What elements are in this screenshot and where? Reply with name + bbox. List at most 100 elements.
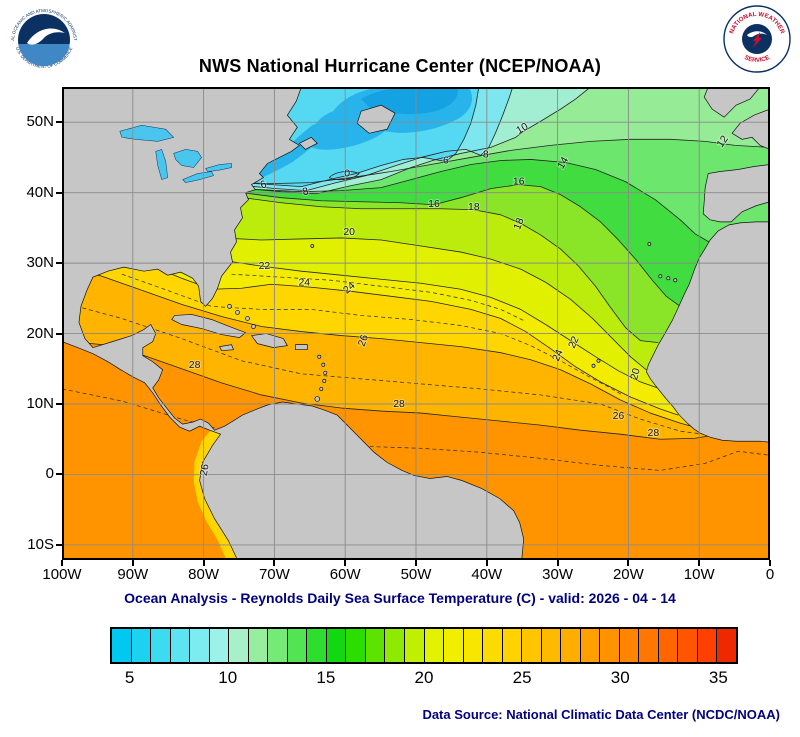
lon-tick-label: 10W [683, 566, 715, 583]
lon-tick-mark [273, 560, 276, 566]
map-frame [62, 87, 770, 560]
contour-label: 28 [393, 398, 405, 410]
lon-tick-mark [61, 560, 63, 566]
colorbar-tick-label: 20 [414, 668, 434, 687]
colorbar-cell [462, 629, 483, 662]
island-antilles [317, 354, 322, 359]
colorbar-cell [716, 629, 736, 662]
landmasses [62, 87, 770, 560]
island-bahamas [235, 310, 240, 315]
sst-map: 0 6 8 6 8 10 12 14 16 16 18 18 20 22 24 24 26 22 24 20 28 28 2… [62, 87, 770, 560]
lat-tick-mark [56, 403, 62, 405]
colorbar-cell [657, 629, 678, 662]
lon-tick-mark [627, 560, 630, 566]
lon-tick-label: 70W [258, 566, 290, 583]
colorbar-tick-label: 15 [316, 668, 336, 687]
contour-label: 6 [443, 154, 449, 166]
colorbar-tick-label: 10 [218, 668, 238, 687]
noaa-emblem-ocean [18, 44, 70, 66]
latlon-grid [62, 87, 770, 560]
lon-tick-mark [698, 560, 701, 566]
contour-label: 0 [344, 168, 350, 180]
contour-label: 28 [648, 427, 660, 439]
contour-label: 20 [343, 226, 355, 238]
island-cape-verde [596, 358, 601, 363]
island-canary [673, 278, 678, 283]
lon-tick-mark [344, 560, 347, 566]
contour-label: 6 [259, 178, 269, 191]
island-canary [666, 276, 671, 281]
island-antilles [319, 386, 324, 391]
island-trinidad [314, 396, 321, 402]
temperature-colorbar [110, 627, 738, 664]
lat-tick-label: 20N [26, 324, 54, 342]
nws-cloud-icon [747, 31, 767, 38]
lon-tick-label: 90W [117, 566, 149, 583]
contour-label: 24 [298, 276, 310, 288]
colorbar-tick-label: 25 [512, 668, 532, 687]
dashed-isotherms [62, 273, 770, 471]
contour-label: 16 [428, 198, 440, 210]
lon-tick-mark [131, 560, 134, 566]
island-bermuda [310, 244, 315, 248]
lat-tick-mark [56, 262, 62, 265]
nws-ring-text-bottom: SERVICE [743, 54, 771, 64]
lon-tick-mark [556, 560, 559, 566]
lake-erie [182, 171, 214, 183]
lake-michigan [155, 149, 168, 180]
great-lakes [119, 124, 232, 183]
colorbar-cell [560, 629, 580, 662]
lon-tick-label: 60W [329, 566, 361, 583]
colorbar-cell [599, 629, 619, 662]
colorbar-cell [189, 629, 209, 662]
data-source-text: Data Source: National Climatic Data Cent… [422, 707, 780, 722]
colorbar-cell [267, 629, 287, 662]
island-bahamas [245, 316, 250, 321]
contour-label: 20 [628, 367, 643, 382]
colorbar-cell [403, 629, 424, 662]
colorbar-cell [325, 629, 346, 662]
colorbar-cell [618, 629, 639, 662]
lat-tick-mark [56, 121, 62, 124]
colorbar-cell [345, 629, 365, 662]
lon-tick-label: 30W [542, 566, 574, 583]
nws-logo: NATIONAL WEATHER SERVICE [723, 5, 791, 73]
lake-ontario [205, 163, 232, 172]
contour-label: 26 [198, 463, 212, 477]
colorbar-cell [501, 629, 522, 662]
lat-tick-mark [56, 332, 62, 335]
island-antilles [322, 378, 327, 383]
lat-tick-label: 10N [26, 395, 54, 412]
land-france [731, 108, 770, 150]
colorbar-tick-label: 30 [610, 668, 630, 687]
contour-label: 26 [613, 410, 625, 422]
noaa-logo: NATIONAL OCEANIC AND ATMOSPHERIC ADMINIS… [9, 5, 79, 75]
island-bahamas [227, 304, 232, 309]
lake-superior [119, 124, 175, 142]
land-newfoundland [356, 104, 396, 134]
lon-tick-label: 20W [612, 566, 644, 583]
colorbar-cell [208, 629, 229, 662]
lake-huron [173, 149, 202, 168]
noaa-gull-icon [27, 28, 65, 45]
colorbar-cell [112, 629, 131, 662]
lat-tick-label: 30N [26, 254, 54, 272]
land-puerto-rico [294, 344, 308, 351]
contour-label: 26 [356, 333, 371, 348]
contour-label: 24 [550, 347, 566, 363]
colorbar-cell [169, 629, 190, 662]
colorbar-cell [677, 629, 697, 662]
colorbar-cell [423, 629, 444, 662]
lon-tick-label: 0 [765, 566, 775, 583]
contour-label: 16 [513, 176, 525, 188]
island-bahamas [251, 324, 256, 329]
land-americas [62, 87, 525, 560]
colorbar-cell [579, 629, 600, 662]
lat-tick-mark [56, 543, 62, 546]
colorbar-cell [443, 629, 463, 662]
colorbar-cell [696, 629, 717, 662]
island-antilles [323, 370, 328, 375]
lat-tick-mark [56, 191, 62, 194]
